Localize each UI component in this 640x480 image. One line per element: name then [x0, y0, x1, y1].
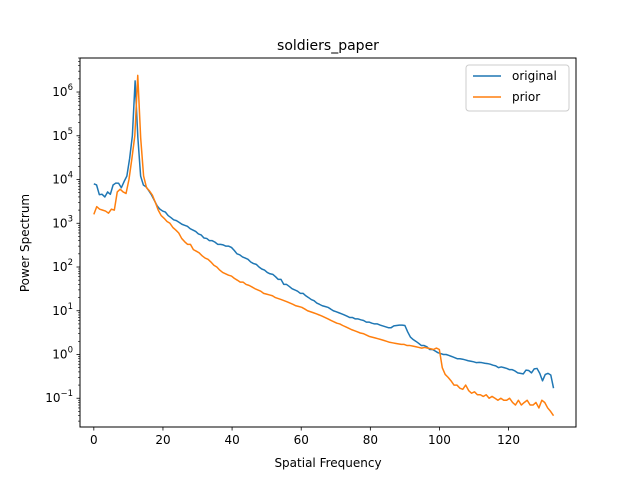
y-tick-label: 103 [52, 214, 73, 230]
series-lines [93, 74, 555, 417]
x-ticks: 0 20 40 60 80 100 120 [90, 427, 520, 447]
x-tick-label: 20 [155, 433, 170, 447]
x-tick-label: 80 [363, 433, 378, 447]
chart-title: soldiers_paper [277, 38, 379, 54]
series-line-prior [93, 74, 555, 417]
x-tick-label: 100 [428, 433, 451, 447]
x-tick-label: 0 [90, 433, 98, 447]
y-tick-label: 105 [52, 127, 73, 143]
legend-label-original: original [512, 69, 557, 83]
axes-frame [79, 57, 577, 428]
y-tick-label: 101 [52, 302, 73, 318]
y-tick-label: 10−1 [45, 389, 73, 405]
x-tick-label: 40 [224, 433, 239, 447]
series-line-original [93, 80, 555, 389]
y-ticks: 10−1 100 101 102 103 104 105 106 [45, 57, 80, 422]
x-tick-label: 120 [497, 433, 520, 447]
y-tick-label: 100 [52, 345, 73, 361]
legend: original prior [465, 64, 570, 112]
x-tick-label: 60 [294, 433, 309, 447]
y-tick-label: 106 [52, 83, 73, 99]
y-tick-label: 102 [52, 258, 73, 274]
y-axis-label: Power Spectrum [18, 194, 32, 292]
x-axis-label: Spatial Frequency [274, 456, 381, 470]
y-tick-label: 104 [52, 171, 73, 187]
legend-label-prior: prior [512, 90, 540, 104]
